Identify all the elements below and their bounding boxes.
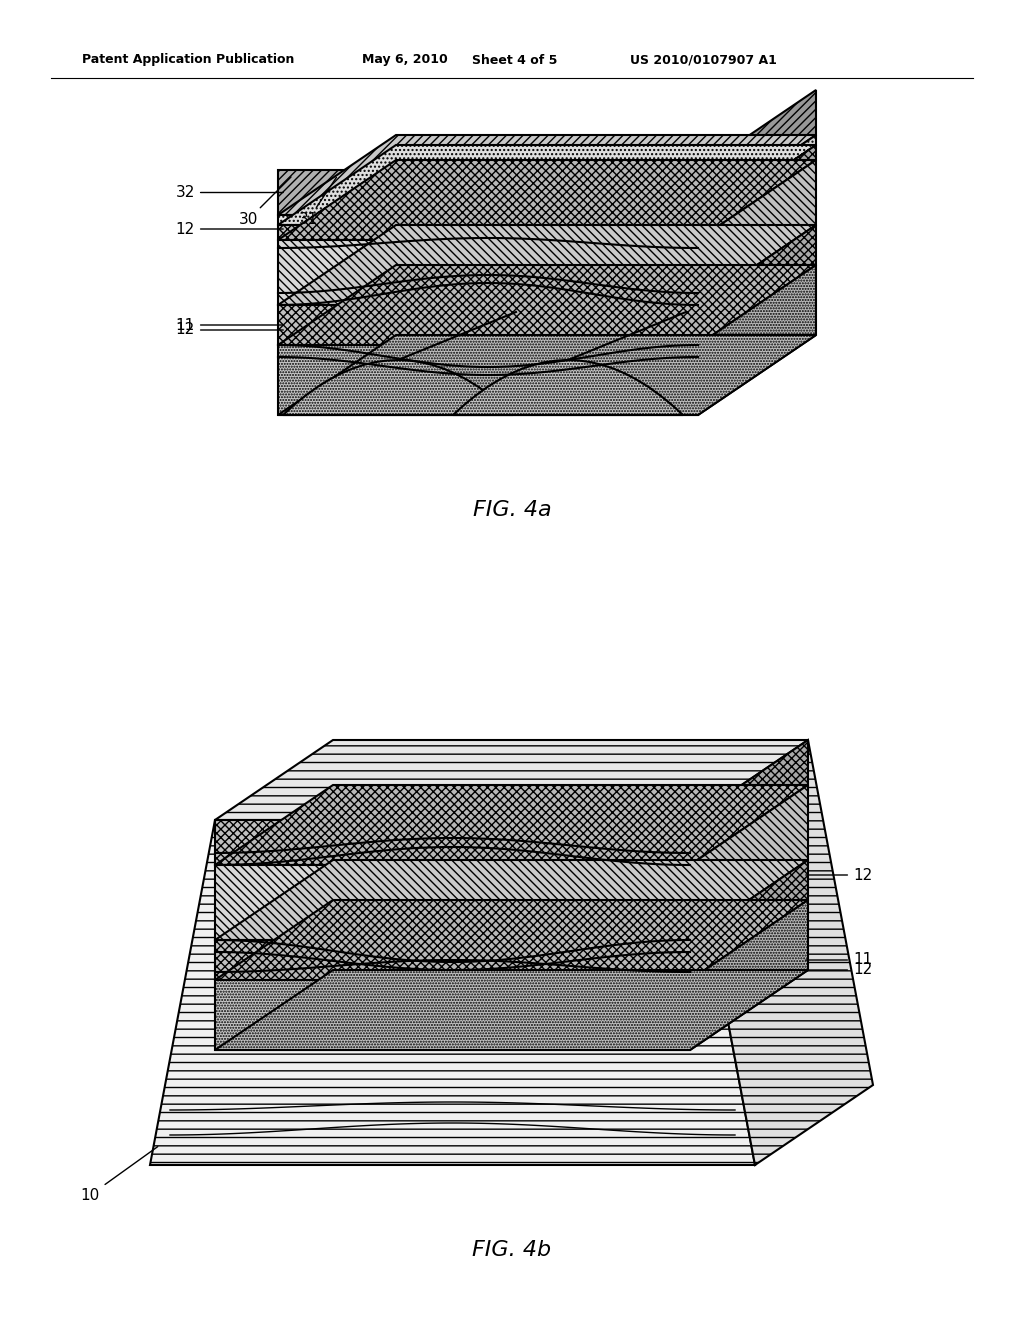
Text: FIG. 4b: FIG. 4b — [472, 1239, 552, 1261]
Polygon shape — [215, 741, 808, 820]
Polygon shape — [215, 861, 808, 940]
Polygon shape — [215, 865, 690, 940]
Polygon shape — [215, 979, 690, 1049]
Polygon shape — [278, 265, 816, 345]
Polygon shape — [698, 160, 816, 305]
Text: US 2010/0107907 A1: US 2010/0107907 A1 — [630, 54, 777, 66]
Polygon shape — [453, 360, 683, 414]
Polygon shape — [690, 741, 808, 865]
Polygon shape — [698, 90, 816, 215]
Polygon shape — [278, 305, 698, 345]
Polygon shape — [278, 335, 816, 414]
Polygon shape — [215, 940, 690, 979]
Polygon shape — [278, 215, 698, 224]
Text: 30: 30 — [239, 177, 291, 227]
Polygon shape — [698, 224, 816, 345]
Text: May 6, 2010: May 6, 2010 — [362, 54, 447, 66]
Text: 31: 31 — [298, 177, 337, 227]
Polygon shape — [278, 345, 698, 414]
Text: 11: 11 — [806, 953, 872, 968]
Text: 12: 12 — [806, 867, 872, 883]
Polygon shape — [150, 820, 755, 1166]
Text: 10: 10 — [81, 1147, 158, 1203]
Polygon shape — [690, 741, 873, 1166]
Polygon shape — [698, 135, 816, 224]
Polygon shape — [690, 785, 808, 940]
Polygon shape — [690, 861, 808, 979]
Polygon shape — [690, 900, 808, 1049]
Text: 12: 12 — [176, 322, 284, 338]
Polygon shape — [215, 820, 690, 865]
Text: 12: 12 — [806, 962, 872, 978]
Text: 12: 12 — [176, 222, 284, 236]
Polygon shape — [278, 240, 698, 305]
Polygon shape — [278, 224, 698, 240]
Polygon shape — [215, 970, 808, 1049]
Polygon shape — [278, 145, 816, 224]
Text: 11: 11 — [176, 318, 284, 333]
Polygon shape — [278, 224, 816, 305]
Text: Sheet 4 of 5: Sheet 4 of 5 — [472, 54, 557, 66]
Polygon shape — [278, 170, 698, 215]
Polygon shape — [698, 265, 816, 414]
Text: 32: 32 — [176, 185, 284, 201]
Polygon shape — [215, 785, 808, 865]
Text: Patent Application Publication: Patent Application Publication — [82, 54, 294, 66]
Text: FIG. 4a: FIG. 4a — [473, 500, 551, 520]
Polygon shape — [698, 145, 816, 240]
Polygon shape — [283, 360, 513, 414]
Polygon shape — [278, 160, 816, 240]
Polygon shape — [278, 135, 816, 215]
Polygon shape — [215, 900, 808, 979]
